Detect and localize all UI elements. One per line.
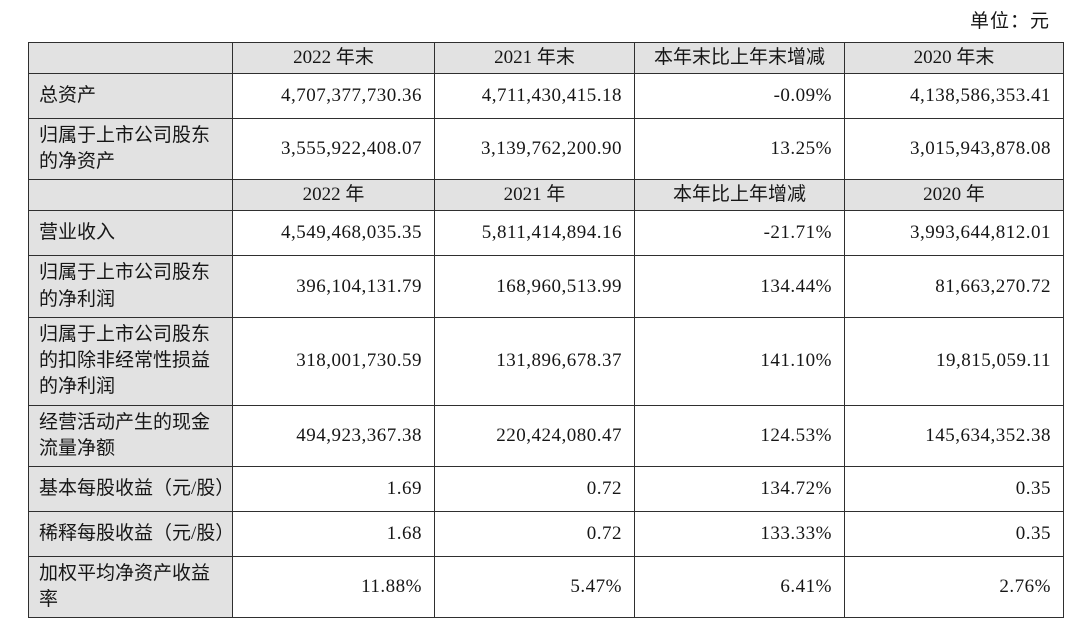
- value-cell: 5.47%: [434, 555, 635, 619]
- value-cell: 6.41%: [634, 555, 845, 619]
- value-cell: 0.35: [844, 465, 1064, 512]
- value-cell: 4,711,430,415.18: [434, 73, 635, 119]
- value-cell: 133.33%: [634, 510, 845, 557]
- row-label: 经营活动产生的现金流量净额: [28, 404, 233, 467]
- value-cell: 4,707,377,730.36: [232, 73, 435, 119]
- value-cell: -0.09%: [634, 73, 845, 119]
- value-cell: 13.25%: [634, 117, 845, 181]
- value-cell: 494,923,367.38: [232, 404, 435, 467]
- value-cell: 0.72: [434, 465, 635, 512]
- value-cell: 318,001,730.59: [232, 316, 435, 406]
- row-label: 基本每股收益（元/股）: [28, 465, 234, 512]
- row-label: 加权平均净资产收益率: [28, 555, 233, 619]
- value-cell: 0.72: [434, 510, 635, 557]
- value-cell: 81,663,270.72: [844, 255, 1064, 318]
- value-cell: 145,634,352.38: [844, 404, 1064, 467]
- column-header: 2021 年: [434, 179, 635, 212]
- corner-cell: [28, 42, 233, 74]
- section-header-row-0: 2022 年末 2021 年末 本年末比上年末增减 2020 年末: [28, 42, 1064, 74]
- value-cell: 5,811,414,894.16: [434, 210, 635, 257]
- table-row: 稀释每股收益（元/股） 1.68 0.72 133.33% 0.35: [28, 510, 1064, 557]
- table-row: 归属于上市公司股东的净利润 396,104,131.79 168,960,513.9…: [28, 255, 1064, 318]
- column-header: 2020 年末: [844, 42, 1064, 74]
- value-cell: 396,104,131.79: [232, 255, 435, 318]
- key-financials-table-body: 2022 年末 2021 年末 本年末比上年末增减 2020 年末 总资产 4,707,3…: [28, 42, 1064, 619]
- section-header-row-1: 2022 年 2021 年本年比上年增减 2020 年: [28, 179, 1064, 212]
- value-cell: 141.10%: [634, 316, 845, 406]
- corner-cell: [28, 179, 233, 212]
- table-row: 经营活动产生的现金流量净额 494,923,367.38 220,424,080.4…: [28, 404, 1064, 467]
- column-header: 2022 年: [232, 179, 435, 212]
- value-cell: 4,138,586,353.41: [844, 73, 1064, 119]
- value-cell: 131,896,678.37: [434, 316, 635, 406]
- value-cell: 3,015,943,878.08: [844, 117, 1064, 181]
- row-label: 总资产: [28, 73, 233, 119]
- column-header: 本年比上年增减: [634, 179, 845, 212]
- value-cell: 168,960,513.99: [434, 255, 635, 318]
- value-cell: 19,815,059.11: [844, 316, 1064, 406]
- row-label: 稀释每股收益（元/股）: [28, 510, 234, 557]
- value-cell: 3,555,922,408.07: [232, 117, 435, 181]
- value-cell: 1.69: [232, 465, 435, 512]
- value-cell: 134.44%: [634, 255, 845, 318]
- column-header: 2022 年末: [232, 42, 435, 74]
- table-row: 归属于上市公司股东的扣除非经常性损益的净利润 318,001,730.59 131,…: [28, 316, 1064, 406]
- value-cell: 0.35: [844, 510, 1064, 557]
- row-label: 营业收入: [28, 210, 233, 257]
- column-header: 2021 年末: [434, 42, 635, 74]
- value-cell: 3,139,762,200.90: [434, 117, 635, 181]
- column-header: 本年末比上年末增减: [634, 42, 845, 74]
- value-cell: 134.72%: [634, 465, 845, 512]
- row-label: 归属于上市公司股东的净资产: [28, 117, 233, 181]
- value-cell: 11.88%: [232, 555, 435, 619]
- column-header: 2020 年: [844, 179, 1064, 212]
- table-row: 基本每股收益（元/股） 1.69 0.72 134.72% 0.35: [28, 465, 1064, 512]
- value-cell: 220,424,080.47: [434, 404, 635, 467]
- value-cell: 124.53%: [634, 404, 845, 467]
- value-cell: 3,993,644,812.01: [844, 210, 1064, 257]
- value-cell: -21.71%: [634, 210, 845, 257]
- unit-label: 单位：元: [969, 11, 1050, 32]
- value-cell: 1.68: [232, 510, 435, 557]
- table-row: 归属于上市公司股东的净资产 3,555,922,408.07 3,139,762,2…: [28, 117, 1064, 181]
- table-row: 营业收入 4,549,468,035.35 5,811,414,894.16 -21.…: [28, 210, 1064, 257]
- value-cell: 2.76%: [844, 555, 1064, 619]
- key-financials-table: 2022 年末 2021 年末 本年末比上年末增减 2020 年末 总资产 4,707,3…: [28, 42, 1064, 619]
- row-label: 归属于上市公司股东的扣除非经常性损益的净利润: [28, 316, 233, 406]
- row-label: 归属于上市公司股东的净利润: [28, 255, 233, 318]
- value-cell: 4,549,468,035.35: [232, 210, 435, 257]
- table-row: 加权平均净资产收益率 11.88% 5.47% 6.41% 2.76%: [28, 555, 1064, 619]
- table-row: 总资产 4,707,377,730.36 4,711,430,415.18 -0.09…: [28, 73, 1064, 119]
